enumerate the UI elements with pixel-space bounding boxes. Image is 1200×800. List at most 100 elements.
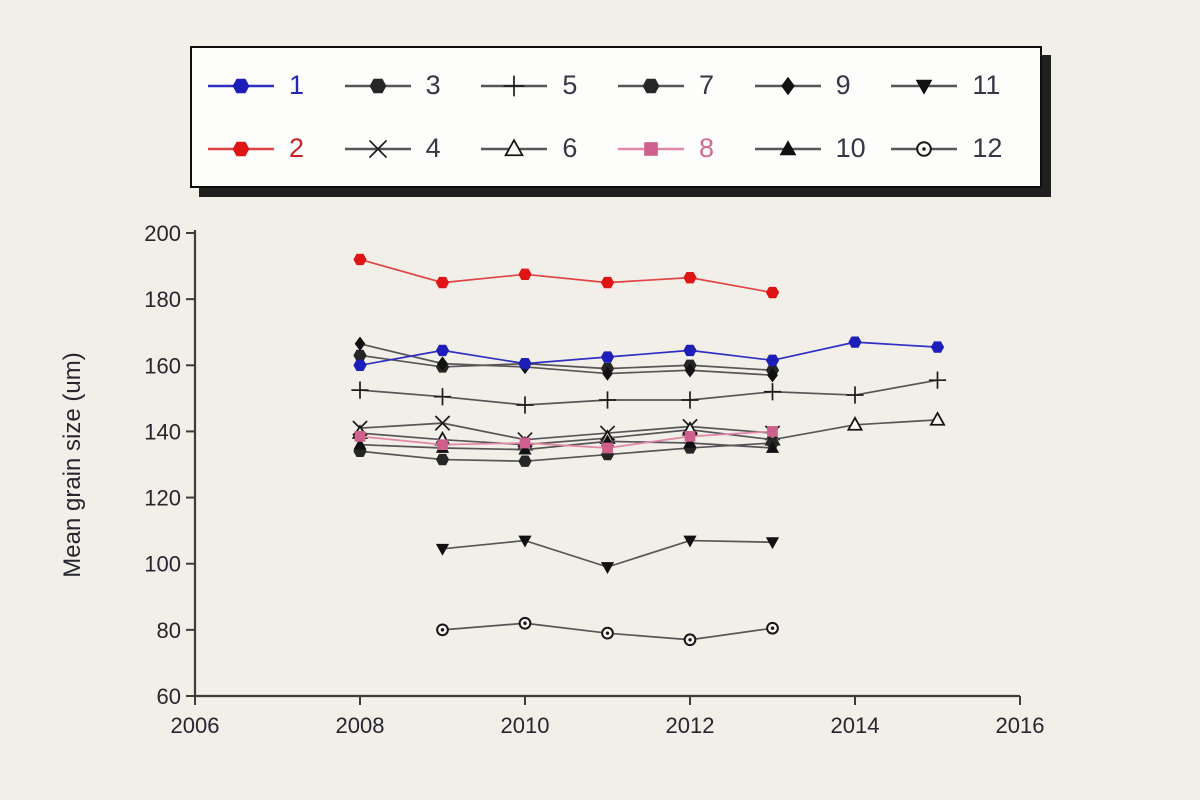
legend-label-11: 11: [972, 70, 1001, 100]
legend-sample-9-icon: [754, 76, 821, 95]
marker-x-icon: [434, 415, 451, 431]
series-5-line: [359, 379, 938, 406]
legend-sample-7-icon: [618, 78, 684, 93]
series-9-line: [359, 342, 773, 377]
legend-sample-11-icon: [891, 79, 958, 95]
marker-circle-open-icon: [766, 621, 779, 635]
marker-hexagon-icon: [232, 78, 250, 93]
axis-lines: [193, 230, 1020, 698]
marker-square-icon: [767, 426, 778, 437]
x-tick-label: 2014: [831, 713, 880, 738]
marker-hexagon-icon: [435, 344, 450, 357]
marker-triangle-up-icon: [518, 442, 532, 455]
marker-plus-icon: [503, 75, 525, 96]
legend-sample-3-icon: [344, 78, 411, 93]
legend-sample-4-icon: [344, 139, 411, 158]
marker-square-icon: [437, 439, 448, 451]
legend-sample-12-icon: [891, 140, 958, 157]
marker-diamond-icon: [354, 336, 366, 352]
marker-square-icon: [602, 442, 613, 454]
marker-hexagon-icon: [435, 276, 450, 289]
legend-label-10: 10: [835, 133, 866, 163]
y-axis-title: Mean grain size (um): [59, 352, 86, 577]
marker-hexagon-icon: [683, 271, 697, 284]
legend-item-8: 8: [616, 133, 753, 165]
series-layer: [351, 253, 947, 647]
y-tick-label: 180: [144, 287, 181, 312]
marker-circle-open-icon: [601, 626, 614, 640]
marker-plus-icon: [433, 388, 452, 406]
series-2-markers: [353, 253, 780, 299]
y-tick-label: 80: [157, 618, 181, 643]
marker-circle-open-icon: [683, 633, 697, 647]
marker-hexagon-icon: [765, 354, 780, 366]
marker-diamond-icon: [684, 363, 696, 378]
legend-label-12: 12: [972, 133, 1003, 163]
y-tick-label: 60: [157, 684, 181, 709]
series-8-markers: [354, 426, 778, 454]
marker-diamond-icon: [437, 356, 448, 371]
marker-hexagon-icon: [353, 349, 367, 362]
marker-triangle-open-icon: [929, 411, 946, 426]
marker-hexagon-icon: [848, 336, 862, 348]
marker-triangle-down-icon: [915, 79, 933, 95]
marker-hexagon-icon: [765, 286, 780, 299]
legend-sample-8-icon: [618, 141, 684, 156]
legend-item-10: 10: [753, 133, 890, 165]
series-1-line: [359, 341, 938, 367]
marker-hexagon-icon: [518, 268, 532, 281]
series-2-line: [359, 258, 773, 294]
marker-triangle-up-icon: [779, 139, 797, 155]
legend-label-3: 3: [425, 70, 441, 100]
marker-hexagon-icon: [435, 453, 450, 466]
axes-layer: 60 80 100 120 140 160 180 200 2006 2008 2010 2012 20…: [144, 221, 1044, 738]
legend-label-6: 6: [562, 133, 578, 163]
series-4-line: [359, 422, 773, 441]
marker-hexagon-icon: [518, 455, 532, 467]
marker-hexagon-icon: [600, 351, 615, 363]
marker-hexagon-icon: [369, 78, 387, 93]
marker-plus-icon: [351, 381, 369, 399]
marker-hexagon-icon: [232, 141, 250, 156]
legend-label-8: 8: [699, 133, 715, 163]
marker-circle-open-icon: [518, 616, 532, 630]
marker-hexagon-icon: [642, 78, 660, 93]
marker-triangle-down-icon: [518, 535, 532, 548]
marker-triangle-down-icon: [683, 535, 697, 548]
marker-plus-icon: [763, 383, 782, 401]
legend-item-12: 12: [889, 133, 1026, 165]
marker-hexagon-icon: [518, 357, 532, 370]
marker-square-icon: [644, 141, 658, 156]
marker-plus-icon: [598, 391, 617, 409]
legend-item-1: 1: [206, 70, 343, 102]
legend-label-9: 9: [835, 70, 851, 100]
y-tick-label: 140: [144, 419, 181, 444]
marker-triangle-down-icon: [600, 562, 615, 574]
marker-hexagon-icon: [600, 276, 615, 289]
y-tick-label: 200: [144, 221, 181, 246]
legend-label-1: 1: [289, 70, 305, 100]
series-5-markers: [351, 371, 947, 414]
legend-label-5: 5: [562, 70, 578, 100]
marker-plus-icon: [516, 396, 534, 414]
x-tick-label: 2016: [996, 713, 1045, 738]
legend-sample-5-icon: [481, 75, 548, 96]
legend-label-4: 4: [425, 133, 441, 163]
marker-triangle-up-icon: [353, 437, 367, 450]
marker-hexagon-icon: [353, 253, 367, 266]
marker-square-icon: [354, 431, 366, 442]
x-tick-label: 2012: [666, 713, 715, 738]
series-1-markers: [353, 336, 945, 371]
marker-diamond-icon: [602, 366, 613, 381]
legend-item-2: 2: [206, 133, 343, 165]
legend-item-9: 9: [753, 70, 890, 102]
legend-sample-2-icon: [208, 141, 274, 156]
marker-hexagon-icon: [930, 341, 945, 353]
x-tick-label: 2010: [501, 713, 550, 738]
series-8-line: [359, 430, 773, 449]
marker-hexagon-icon: [353, 359, 367, 371]
marker-plus-icon: [928, 371, 947, 389]
series-12-markers: [436, 616, 779, 647]
y-tick-label: 100: [144, 552, 181, 577]
